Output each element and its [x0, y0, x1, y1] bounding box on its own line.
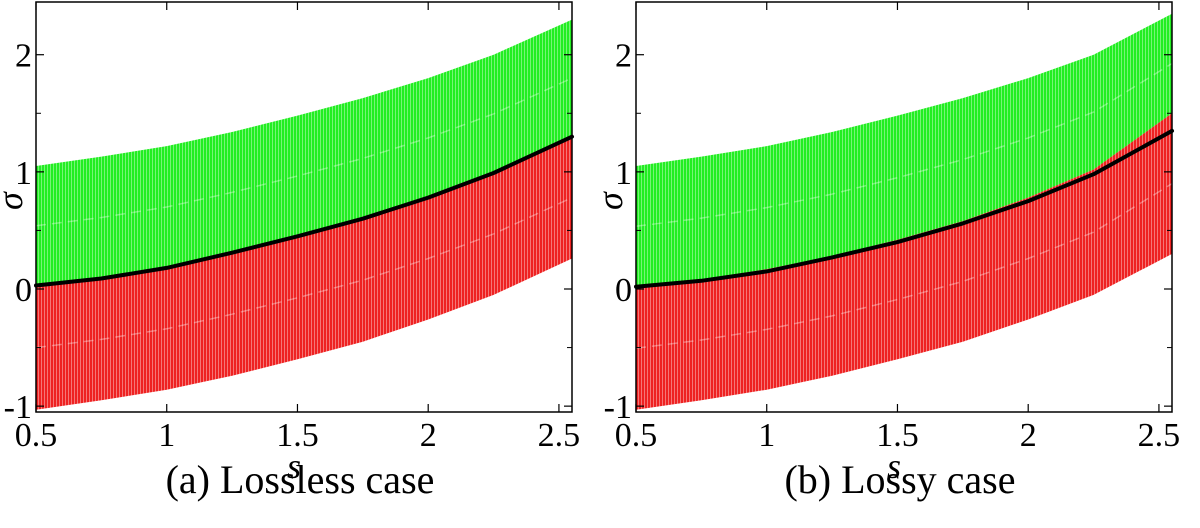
- chart-panel-a: 0.5 1 1.5 2 2.5 -1 0 1 2 s σ (a) Lossless case: [0, 1, 581, 502]
- chart-a-plot: 0.5 1 1.5 2 2.5 -1 0 1 2 s σ: [0, 1, 581, 486]
- chart-a-y-axis-label: σ: [0, 191, 30, 210]
- chart-b-plot: 0.5 1 1.5 2 2.5 -1 0 1 2 s σ: [600, 1, 1181, 486]
- chart-b-ytick-label: 1: [615, 155, 632, 192]
- chart-a-x-axis-label: s: [287, 446, 301, 486]
- chart-b-band-red-midline: [635, 182, 1173, 349]
- chart-a-band-green: [36, 19, 572, 286]
- chart-a-band-red-midline: [35, 196, 573, 349]
- chart-b-ytick-label: 0: [615, 272, 632, 309]
- chart-a-band-green-midline: [35, 77, 573, 227]
- chart-a-xtick-label: 2: [420, 417, 437, 454]
- chart-b-xtick-label: 1.5: [876, 417, 919, 454]
- chart-b-y-axis-label: σ: [600, 191, 630, 210]
- chart-b-band-green-midline: [635, 62, 1173, 228]
- chart-b-xtick-label: 2: [1020, 417, 1037, 454]
- chart-b-xtick-label: 2.5: [1138, 417, 1181, 454]
- chart-a-ytick-label: 1: [15, 155, 32, 192]
- chart-a-xtick-label: 1.5: [276, 417, 319, 454]
- chart-a-xtick-label: 2.5: [538, 417, 581, 454]
- chart-panel-b: 0.5 1 1.5 2 2.5 -1 0 1 2 s σ (b) Lossy case: [600, 0, 1200, 528]
- chart-b-x-axis-label: s: [887, 446, 901, 486]
- chart-b-xtick-label: 0.5: [615, 417, 658, 454]
- chart-b-xtick-label: 1: [758, 417, 775, 454]
- chart-a-xtick-label: 0.5: [15, 417, 58, 454]
- chart-b-band-green: [636, 13, 1172, 287]
- chart-a-caption: (a) Lossless case: [165, 457, 435, 502]
- chart-b-boundary-line: [634, 128, 1174, 289]
- chart-a-band-red: [36, 136, 572, 410]
- chart-a-boundary-line: [34, 134, 574, 288]
- chart-b-axes-frame: [635, 1, 1173, 413]
- chart-b-band-red: [636, 113, 1172, 410]
- chart-b-ytick-label: -1: [604, 389, 632, 426]
- chart-b-caption: (b) Lossy case: [784, 457, 1016, 502]
- chart-b-ytick-label: 2: [615, 38, 632, 75]
- chart-a-axes-frame: [35, 1, 573, 413]
- chart-a-xtick-label: 1: [158, 417, 175, 454]
- chart-a-ytick-label: 0: [15, 272, 32, 309]
- chart-a-ytick-label: 2: [15, 38, 32, 75]
- chart-a-ytick-label: -1: [4, 389, 32, 426]
